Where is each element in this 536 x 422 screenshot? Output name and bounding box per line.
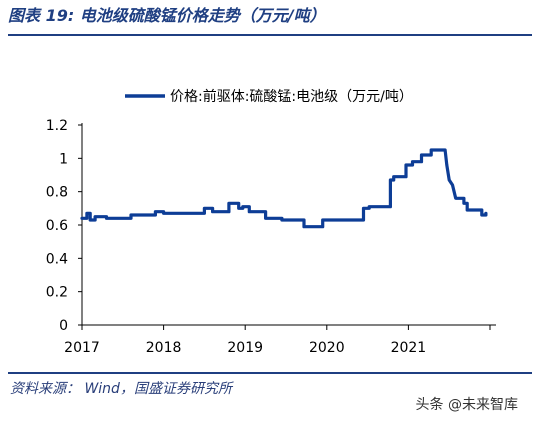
x-tick-label: 2017 (64, 340, 100, 356)
y-tick-label: 0 (59, 318, 68, 334)
x-tick-label: 2019 (227, 340, 263, 356)
source-note: 资料来源： Wind，国盛证券研究所 (10, 381, 232, 397)
title-divider (8, 34, 532, 36)
x-tick-label: 2018 (146, 340, 182, 356)
y-tick-label: 0.6 (46, 218, 68, 234)
legend-label: 价格:前驱体:硫酸锰:电池级（万元/吨） (170, 88, 413, 105)
watermark: 头条 @未来智库 (411, 392, 522, 416)
x-tick-label: 2020 (309, 340, 345, 356)
y-tick-label: 1 (59, 151, 68, 167)
y-tick-label: 0.8 (46, 185, 68, 201)
series-line (80, 148, 488, 229)
legend: 价格:前驱体:硫酸锰:电池级（万元/吨） (125, 88, 413, 105)
figure-title: 图表 19: 电池级硫酸锰价格走势（万元/吨） (8, 6, 326, 25)
footer-divider (8, 372, 532, 374)
y-tick-label: 0.2 (46, 285, 68, 301)
y-tick-label: 1.2 (46, 118, 68, 134)
x-tick-label: 2021 (391, 340, 427, 356)
series-group (80, 148, 488, 229)
y-tick-label: 0.4 (46, 251, 68, 267)
tick-labels: 0 0.2 0.4 0.6 0.8 1 1.2 2017 2018 2019 2020 2021 (46, 118, 426, 356)
axes (78, 123, 496, 330)
